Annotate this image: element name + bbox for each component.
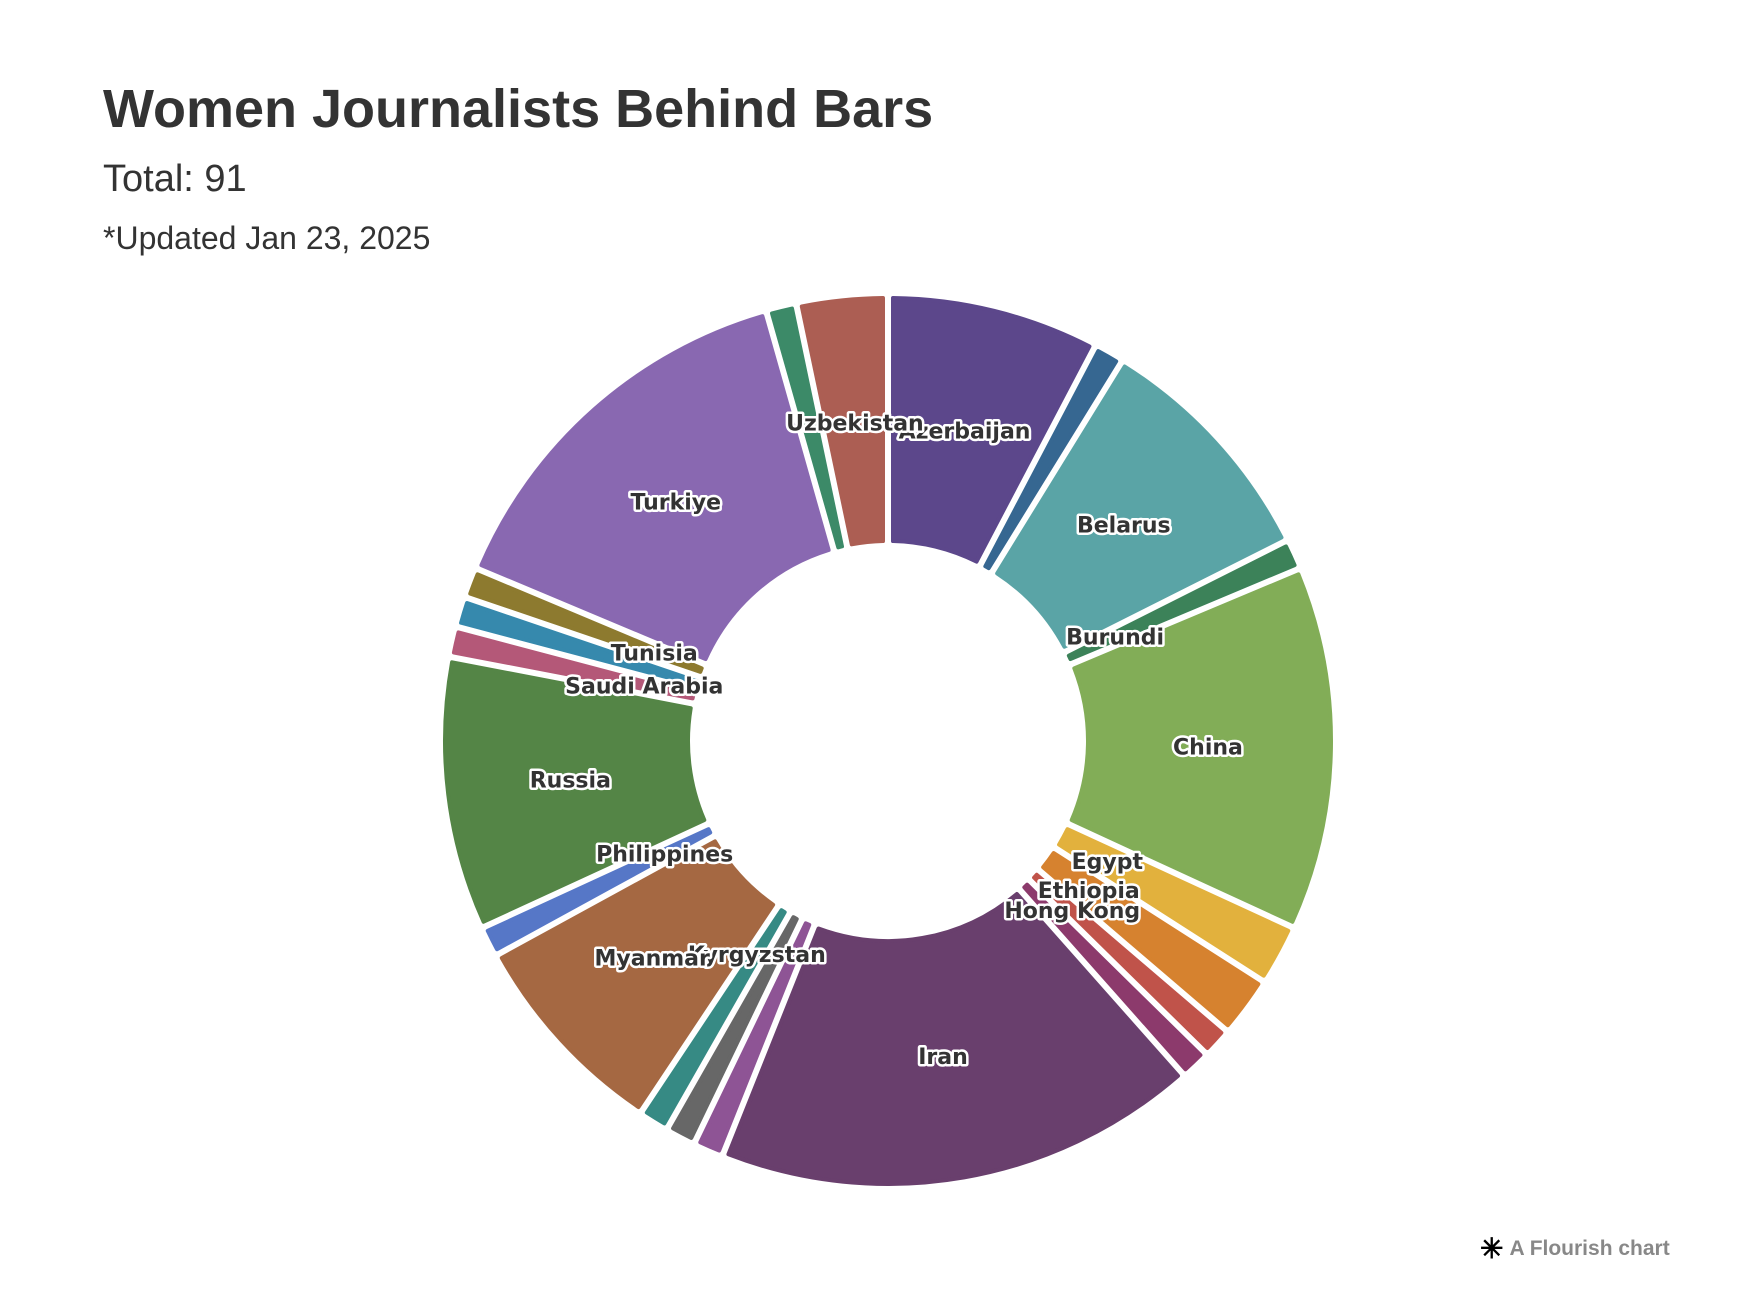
slice-label: Saudi Arabia bbox=[565, 674, 723, 699]
slice-labels: Azerbaijan Belarus Burundi China Egypt Ethiop… bbox=[527, 409, 1245, 1073]
slice-label: Tunisia bbox=[611, 641, 698, 666]
slice-label: Myanmar bbox=[594, 946, 710, 971]
slice-uzbekistan[interactable] bbox=[799, 296, 886, 547]
slice-label: Philippines bbox=[596, 842, 733, 867]
slice-unlabeled-17[interactable] bbox=[459, 601, 700, 687]
slice-belarus[interactable] bbox=[995, 364, 1284, 649]
flourish-asterisk-icon: ✳ bbox=[1480, 1233, 1504, 1264]
slice-russia[interactable] bbox=[443, 660, 707, 924]
slice-azerbaijan[interactable] bbox=[890, 296, 1092, 564]
slice-egypt[interactable] bbox=[1057, 827, 1291, 978]
slice-label: Belarus bbox=[1077, 514, 1171, 539]
slice-iran[interactable] bbox=[726, 891, 1180, 1186]
slice-label: Kyrgyzstan bbox=[688, 943, 826, 968]
slice-label: Egypt bbox=[1072, 850, 1144, 875]
slice-label: Turkiye bbox=[631, 490, 722, 515]
slice-tunisia[interactable] bbox=[468, 572, 704, 674]
slice-unlabeled-11[interactable] bbox=[671, 915, 799, 1140]
chart-subtitle: Total: 91 bbox=[103, 158, 247, 200]
slice-unlabeled-10[interactable] bbox=[698, 921, 812, 1153]
slice-hong-kong[interactable] bbox=[1032, 872, 1224, 1050]
slice-unlabeled-1[interactable] bbox=[983, 349, 1119, 571]
slice-label: Burundi bbox=[1066, 625, 1164, 650]
slice-china[interactable] bbox=[1069, 572, 1333, 924]
slice-label: Azerbaijan bbox=[899, 419, 1031, 444]
slice-label: Iran bbox=[918, 1045, 968, 1070]
slice-ethiopia[interactable] bbox=[1041, 851, 1261, 1028]
slice-saudi-arabia[interactable] bbox=[451, 630, 696, 701]
slice-myanmar[interactable] bbox=[499, 839, 776, 1110]
chart-title: Women Journalists Behind Bars bbox=[103, 79, 934, 139]
chart-update-note: *Updated Jan 23, 2025 bbox=[103, 220, 431, 256]
slice-unlabeled-8[interactable] bbox=[1022, 882, 1203, 1072]
slice-label: Uzbekistan bbox=[786, 412, 924, 437]
slice-label: Russia bbox=[530, 769, 611, 794]
slice-label: Ethiopia bbox=[1038, 879, 1140, 904]
slice-philippines[interactable] bbox=[485, 827, 713, 952]
slice-kyrgyzstan[interactable] bbox=[644, 908, 787, 1126]
flourish-credit[interactable]: ✳ A Flourish chart bbox=[1480, 1235, 1670, 1263]
slice-label: Hong Kong bbox=[1004, 899, 1140, 924]
slice-unlabeled-20[interactable] bbox=[770, 306, 844, 550]
slice-burundi[interactable] bbox=[1066, 544, 1297, 662]
slice-label: China bbox=[1173, 736, 1243, 761]
slice-turkiye[interactable] bbox=[479, 314, 831, 662]
slices bbox=[443, 296, 1333, 1186]
credit-text: A Flourish chart bbox=[1509, 1237, 1670, 1260]
